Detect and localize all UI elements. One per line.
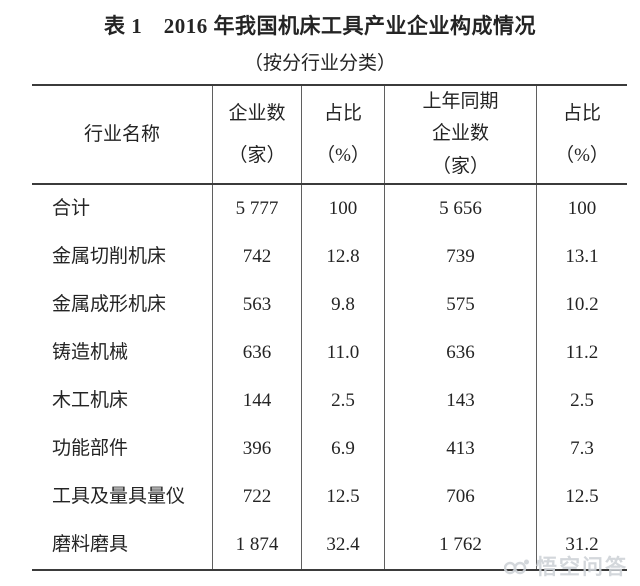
header-prev-share-line2: （%）	[555, 144, 609, 166]
table-row: 木工机床 144 2.5 143 2.5	[32, 377, 627, 425]
header-enterprise-count: 企业数 （家）	[213, 86, 302, 183]
table-row: 功能部件 396 6.9 413 7.3	[32, 425, 627, 473]
table-title: 表 1 2016 年我国机床工具产业企业构成情况	[104, 14, 536, 38]
header-prev-line3: （家）	[431, 155, 489, 177]
row-industry-name: 磨料磨具	[32, 521, 213, 569]
row-prev-count: 413	[385, 425, 537, 473]
row-prev-share: 100	[567, 197, 597, 219]
row-prev-count: 739	[385, 233, 537, 281]
row-industry-name: 铸造机械	[32, 329, 213, 377]
row-prev-share: 10.2	[565, 293, 599, 315]
row-count: 396	[213, 425, 302, 473]
header-prev-share-line1: 占比	[562, 102, 601, 124]
header-share-line1: 占比	[323, 102, 362, 124]
row-share: 12.8	[302, 233, 385, 281]
row-count: 563	[213, 281, 302, 329]
row-prev-share: 7.3	[570, 437, 594, 459]
row-count: 144	[213, 377, 302, 425]
row-count: 636	[213, 329, 302, 377]
header-industry-name: 行业名称	[32, 86, 213, 183]
row-share: 100	[302, 185, 385, 233]
row-industry-name: 木工机床	[32, 377, 213, 425]
table-row: 工具及量具量仪 722 12.5 706 12.5	[32, 473, 627, 521]
header-count-line2: （家）	[228, 144, 286, 166]
header-share-line2: （%）	[316, 144, 370, 166]
table-subtitle: （按分行业分类）	[243, 53, 396, 74]
table-row: 磨料磨具 1 874 32.4 1 762 31.2	[32, 521, 627, 569]
header-prev-year-count: 上年同期 企业数 （家）	[385, 86, 537, 183]
row-prev-share: 11.2	[565, 341, 599, 363]
table-row: 合计 5 777 100 5 656 100	[32, 185, 627, 233]
table-row: 金属成形机床 563 9.8 575 10.2	[32, 281, 627, 329]
row-share: 11.0	[302, 329, 385, 377]
row-count: 5 777	[213, 185, 302, 233]
row-share: 6.9	[302, 425, 385, 473]
row-share: 9.8	[302, 281, 385, 329]
industry-table: 行业名称 企业数 （家） 占比 （%） 上年同期 企业数 （家） 占比 （%） …	[32, 84, 627, 571]
row-prev-share: 12.5	[565, 485, 599, 507]
table-row: 金属切削机床 742 12.8 739 13.1	[32, 233, 627, 281]
row-prev-count: 5 656	[385, 185, 537, 233]
header-prev-line1: 上年同期	[422, 91, 499, 113]
row-industry-name: 合计	[32, 185, 213, 233]
header-prev-share: 占比 （%）	[537, 86, 627, 183]
header-prev-line2: 企业数	[431, 123, 489, 145]
table-header-row: 行业名称 企业数 （家） 占比 （%） 上年同期 企业数 （家） 占比 （%）	[32, 86, 627, 185]
row-prev-share: 13.1	[565, 245, 599, 267]
header-industry-label: 行业名称	[83, 123, 160, 145]
row-prev-count: 575	[385, 281, 537, 329]
table-row: 铸造机械 636 11.0 636 11.2	[32, 329, 627, 377]
row-industry-name: 金属成形机床	[32, 281, 213, 329]
row-share: 32.4	[302, 521, 385, 569]
row-count: 722	[213, 473, 302, 521]
row-prev-share: 2.5	[570, 389, 594, 411]
header-count-line1: 企业数	[228, 102, 286, 124]
row-industry-name: 工具及量具量仪	[32, 473, 213, 521]
header-share: 占比 （%）	[302, 86, 385, 183]
row-prev-count: 1 762	[385, 521, 537, 569]
row-count: 1 874	[213, 521, 302, 569]
row-share: 2.5	[302, 377, 385, 425]
row-prev-count: 706	[385, 473, 537, 521]
row-prev-share: 31.2	[565, 533, 599, 555]
row-industry-name: 金属切削机床	[32, 233, 213, 281]
row-prev-count: 143	[385, 377, 537, 425]
row-count: 742	[213, 233, 302, 281]
row-share: 12.5	[302, 473, 385, 521]
row-industry-name: 功能部件	[32, 425, 213, 473]
row-prev-count: 636	[385, 329, 537, 377]
